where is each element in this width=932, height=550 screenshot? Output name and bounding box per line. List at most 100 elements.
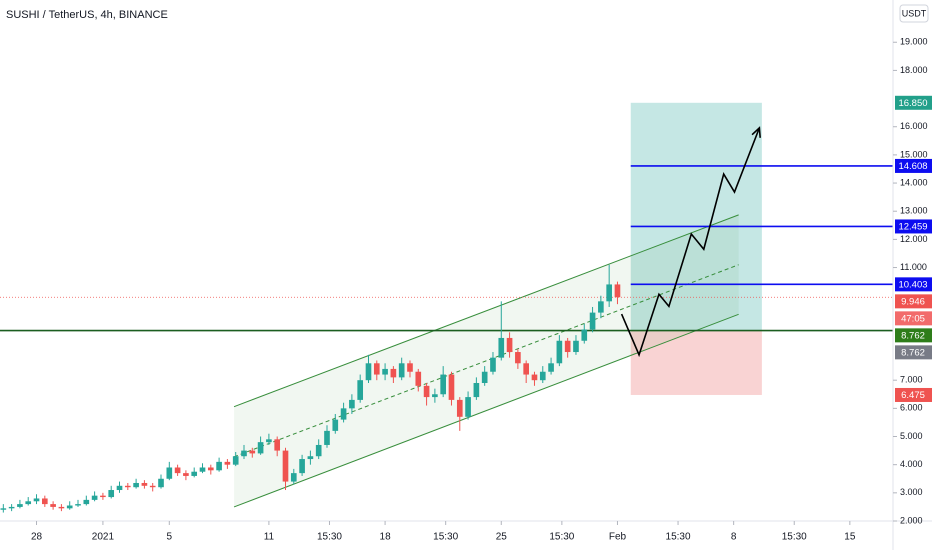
candle-body (141, 482, 148, 486)
y-tick-label: 2.000 (900, 515, 923, 525)
candle-body (174, 467, 181, 474)
price-label-bg (895, 95, 932, 110)
candle-body (398, 363, 405, 378)
candle-body (473, 383, 480, 398)
x-tick-label: 25 (496, 532, 508, 543)
candle-body (423, 385, 430, 398)
candle-body (440, 374, 447, 395)
candle-body (324, 430, 330, 445)
x-tick-label: 11 (264, 532, 275, 543)
price-label: 6.475 (901, 390, 925, 401)
candle-body (33, 498, 40, 502)
price-label-bg (895, 387, 932, 402)
x-tick-label: 15:30 (433, 532, 458, 543)
candle-body (340, 408, 347, 420)
price-label: 14.608 (898, 161, 927, 172)
candle-body (539, 371, 546, 381)
y-tick-label: 6.000 (900, 403, 923, 413)
candle-body (41, 498, 48, 505)
projection-path (620, 127, 761, 358)
y-tick-label: 16.000 (900, 121, 928, 131)
candle-body (307, 456, 314, 460)
candle-body (415, 371, 422, 386)
candle-body (108, 490, 115, 498)
target-zone (630, 102, 762, 331)
candle-body (515, 352, 521, 364)
candle-body (50, 504, 56, 507)
price-label: 8.762 (901, 347, 925, 358)
y-tick-label: 7.000 (900, 375, 923, 385)
candle-body (0, 508, 7, 510)
candle-body (456, 399, 463, 417)
candle-body (25, 501, 32, 505)
candle-body (490, 357, 496, 372)
candle-body (589, 312, 596, 330)
candle-body (158, 478, 164, 488)
candle-body (357, 380, 364, 400)
y-tick-label: 18.000 (900, 65, 928, 75)
price-label: 10.403 (898, 279, 927, 290)
candle-body (506, 337, 513, 353)
y-tick-label: 12.000 (900, 234, 928, 244)
x-tick-label: 18 (380, 532, 392, 543)
candle-body (166, 467, 173, 479)
candle-body (282, 450, 289, 482)
candle-body (531, 374, 538, 381)
y-tick-label: 3.000 (900, 487, 923, 497)
candle-body (124, 485, 131, 488)
price-label-bg (895, 345, 932, 360)
y-tick-label: 11.000 (900, 262, 927, 272)
candle-body (614, 284, 621, 298)
countdown-label: 47:05 (901, 313, 925, 324)
price-label: 9.946 (901, 296, 925, 307)
y-tick-label: 15.000 (900, 149, 928, 159)
candle-body (598, 301, 604, 313)
channel-lower (233, 313, 739, 508)
channel-middle (233, 264, 739, 458)
y-tick-label: 5.000 (900, 431, 923, 441)
candle-body (207, 467, 214, 471)
x-tick-label: 15:30 (666, 532, 691, 543)
currency-button[interactable] (899, 4, 929, 23)
candle-body (315, 444, 322, 457)
candle-body (556, 340, 563, 364)
price-label-bg (895, 294, 932, 309)
candle-body (17, 504, 23, 507)
chart-title: SUSHI / TetherUS, 4h, BINANCE (6, 9, 168, 21)
candle-body (481, 371, 488, 384)
candle-body (448, 374, 455, 400)
x-tick-label: 15:30 (549, 532, 574, 543)
plot-area (0, 102, 893, 513)
candle-body (257, 442, 264, 454)
y-tick-label: 19.000 (900, 37, 928, 47)
x-tick-label: 28 (31, 532, 43, 543)
candle-body (75, 504, 81, 506)
candle-body (224, 461, 231, 465)
x-tick-label: 2021 (92, 532, 115, 543)
candle-body (407, 363, 413, 372)
candle-body (523, 363, 529, 375)
candle-body (183, 473, 189, 476)
candle-body (465, 397, 471, 417)
candle-body (373, 363, 380, 375)
price-label-bg (895, 219, 932, 234)
price-label: 8.762 (901, 330, 925, 341)
price-label: 12.459 (898, 221, 927, 232)
x-tick-label: 15:30 (782, 532, 807, 543)
price-label-bg (895, 277, 932, 292)
currency-label[interactable]: USDT (902, 8, 927, 18)
candle-body (390, 368, 397, 378)
y-tick-label: 4.000 (900, 459, 923, 469)
candle-body (349, 399, 355, 409)
x-tick-label: 5 (167, 532, 173, 543)
price-label-bg (895, 158, 932, 173)
price-label: 16.850 (898, 98, 927, 109)
x-tick-label: 8 (731, 532, 737, 543)
candle-body (498, 337, 505, 358)
candle-body (216, 461, 222, 471)
countdown-label-bg (895, 311, 932, 326)
candle-body (365, 363, 372, 381)
candle-body (606, 284, 612, 302)
